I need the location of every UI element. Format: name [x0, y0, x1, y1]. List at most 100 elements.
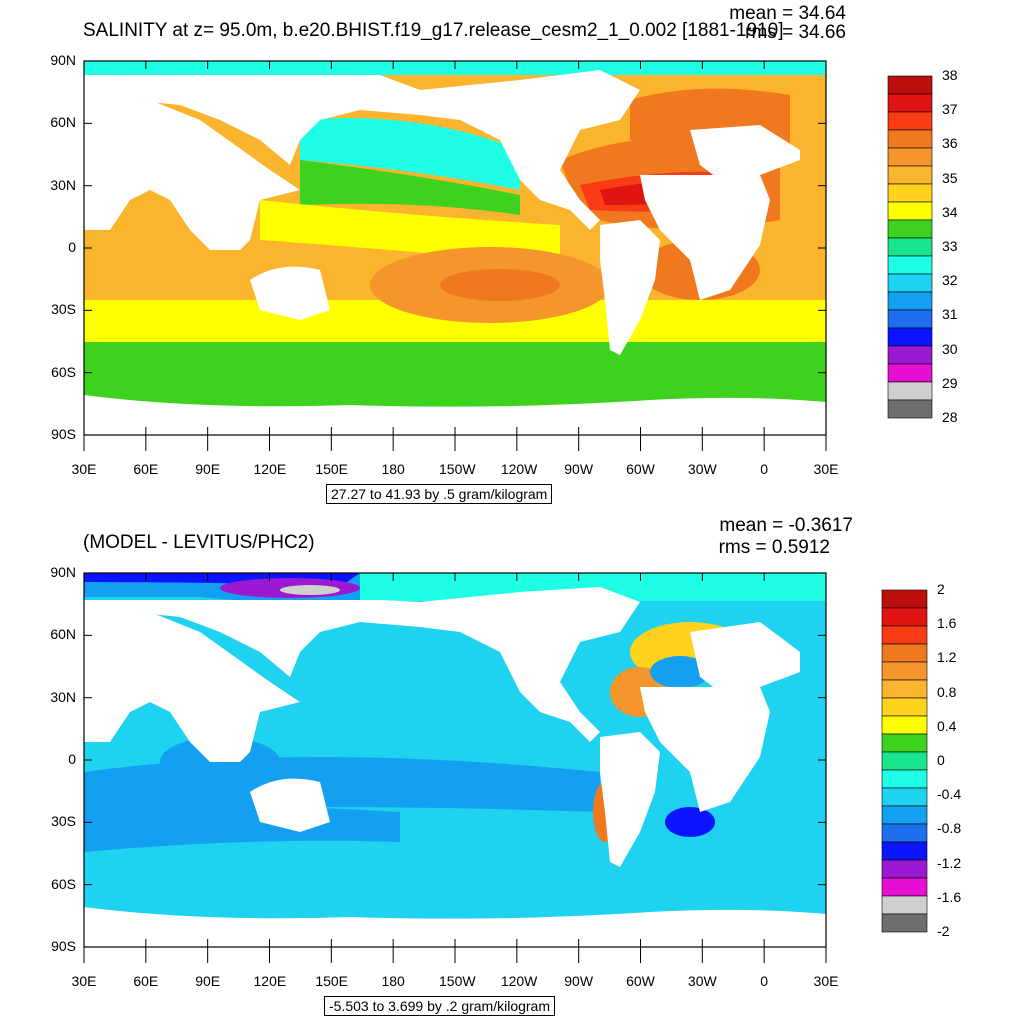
colorbar-label: 37 [942, 101, 958, 118]
lat-tick-label: 90S [51, 938, 76, 954]
lon-tick-label: 120E [253, 973, 287, 989]
colorbar-label: 1.6 [937, 615, 957, 632]
colorbar-swatch [881, 787, 928, 807]
colorbar-label: 34 [942, 203, 958, 220]
colorbar-swatch [887, 381, 933, 401]
lon-tick-label: 150E [315, 461, 349, 477]
colorbar-swatch [881, 607, 928, 627]
colorbar-label: 38 [942, 67, 958, 83]
colorbar-swatch [887, 345, 933, 365]
lon-tick-label: 30E [71, 461, 97, 477]
lat-tick-label: 90N [50, 52, 76, 68]
colorbar-label: -0.4 [937, 786, 962, 803]
colorbar-label: 1.2 [937, 649, 957, 666]
colorbar-label: -1.6 [937, 888, 962, 905]
lat-tick-label: 60N [50, 114, 76, 131]
colorbar-label: 0.4 [937, 717, 957, 734]
lon-tick-label: 90E [195, 973, 221, 989]
colorbar-label: 35 [942, 169, 958, 186]
colorbar-swatch [881, 769, 928, 789]
colorbar-label: 31 [942, 306, 958, 323]
lon-tick-label: 30W [687, 461, 717, 477]
colorbar-swatch [881, 877, 928, 897]
colorbar-swatch [887, 129, 933, 149]
colorbar-label: 30 [942, 340, 958, 357]
colorbar-label: 32 [942, 272, 958, 289]
colorbar-swatch [881, 715, 928, 735]
salinity-colorbar [887, 75, 933, 419]
colorbar-swatch [887, 327, 933, 347]
colorbar-swatch [887, 165, 933, 185]
lon-tick-label: 120W [500, 973, 538, 989]
salinity-map-title: SALINITY at z= 95.0m, b.e20.BHIST.f19_g1… [83, 20, 784, 41]
colorbar-swatch [881, 805, 928, 825]
lat-tick-label: 90N [50, 564, 76, 580]
difference-contour-range: -5.503 to 3.699 by .2 gram/kilogram [324, 996, 556, 1016]
colorbar-label: 28 [942, 409, 958, 425]
colorbar-swatch [887, 93, 933, 113]
colorbar-swatch [887, 219, 933, 239]
colorbar-swatch [887, 273, 933, 293]
lon-tick-label: 30W [687, 973, 717, 989]
colorbar-label: 2 [937, 581, 945, 597]
colorbar-swatch [887, 399, 933, 419]
colorbar-swatch [887, 363, 933, 383]
lon-tick-label: 60W [626, 461, 655, 477]
lat-tick-label: 60S [51, 875, 76, 892]
lat-tick-label: 30N [50, 176, 76, 193]
colorbar-swatch [887, 291, 933, 311]
salinity-map-ticks [83, 60, 827, 451]
difference-map-ticks [83, 572, 827, 963]
lon-tick-label: 30E [813, 461, 839, 477]
colorbar-swatch [881, 823, 928, 843]
lon-tick-label: 150W [439, 461, 476, 477]
salinity-map-svg [83, 60, 933, 451]
lon-tick-label: 90W [564, 973, 594, 989]
colorbar-label: -1.2 [937, 854, 962, 871]
lon-tick-label: 0 [760, 461, 769, 477]
lon-tick-label: 150W [439, 973, 476, 989]
colorbar-swatch [881, 589, 928, 609]
colorbar-label: 0 [937, 752, 945, 768]
colorbar-swatch [887, 309, 933, 329]
lon-tick-label: 60E [133, 973, 159, 989]
colorbar-swatch [887, 201, 933, 221]
colorbar-swatch [887, 75, 933, 95]
colorbar-swatch [881, 679, 928, 699]
colorbar-swatch [881, 913, 928, 933]
colorbar-label: 36 [942, 135, 958, 152]
salinity-map-panel: SALINITY at z= 95.0m, b.e20.BHIST.f19_g1… [50, 3, 958, 504]
lat-tick-label: 60S [51, 363, 76, 380]
lon-tick-label: 0 [760, 973, 769, 989]
colorbar-swatch [881, 841, 928, 861]
lat-tick-label: 0 [68, 751, 76, 767]
colorbar-swatch [881, 625, 928, 645]
lon-tick-label: 30E [71, 973, 97, 989]
lon-tick-label: 180 [381, 461, 405, 477]
difference-mean: mean = -0.3617 [719, 515, 853, 536]
difference-map-svg [83, 572, 928, 963]
difference-rms: rms = 0.5912 [718, 537, 830, 558]
lon-tick-label: 60E [133, 461, 159, 477]
difference-colorbar [881, 589, 928, 933]
colorbar-swatch [881, 733, 928, 753]
lon-tick-label: 60W [626, 973, 655, 989]
salinity-contour-range: 27.27 to 41.93 by .5 gram/kilogram [326, 484, 553, 504]
lon-tick-label: 150E [315, 973, 349, 989]
salinity-field [84, 61, 826, 435]
lon-tick-label: 90E [195, 461, 221, 477]
colorbar-swatch [881, 859, 928, 879]
lat-tick-label: 30S [51, 813, 76, 830]
lat-tick-label: 30S [51, 301, 76, 318]
colorbar-swatch [887, 147, 933, 167]
colorbar-label: 33 [942, 238, 958, 254]
colorbar-label: -0.8 [937, 820, 962, 837]
lon-tick-label: 30E [813, 973, 839, 989]
difference-field [84, 573, 826, 947]
colorbar-label: 0.8 [937, 683, 957, 700]
colorbar-swatch [887, 183, 933, 203]
difference-map-title: (MODEL - LEVITUS/PHC2) [83, 532, 315, 553]
colorbar-swatch [887, 237, 933, 257]
colorbar-swatch [881, 661, 928, 681]
lon-tick-label: 120W [500, 461, 538, 477]
